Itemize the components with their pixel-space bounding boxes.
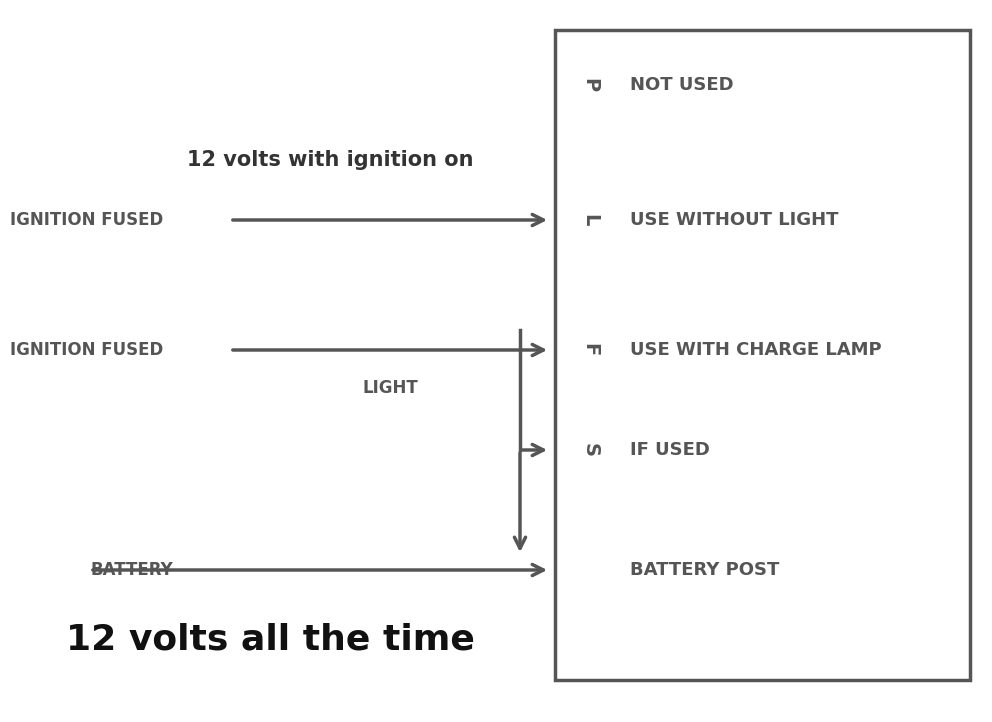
Text: IF USED: IF USED: [630, 441, 710, 459]
Text: NOT USED: NOT USED: [630, 76, 734, 94]
Text: USE WITHOUT LIGHT: USE WITHOUT LIGHT: [630, 211, 838, 229]
Bar: [555, 30, 970, 680]
Text: BATTERY POST: BATTERY POST: [630, 561, 780, 579]
Text: F: F: [580, 344, 599, 357]
Text: 12 volts with ignition on: 12 volts with ignition on: [186, 150, 473, 170]
Text: BATTERY: BATTERY: [90, 561, 173, 579]
Text: 12 volts all the time: 12 volts all the time: [65, 623, 474, 657]
Text: USE WITH CHARGE LAMP: USE WITH CHARGE LAMP: [630, 341, 882, 359]
Text: IGNITION FUSED: IGNITION FUSED: [10, 211, 164, 229]
Text: P: P: [580, 78, 599, 92]
Text: L: L: [580, 214, 599, 226]
Text: S: S: [580, 443, 599, 457]
Text: LIGHT: LIGHT: [362, 379, 418, 397]
Text: IGNITION FUSED: IGNITION FUSED: [10, 341, 164, 359]
